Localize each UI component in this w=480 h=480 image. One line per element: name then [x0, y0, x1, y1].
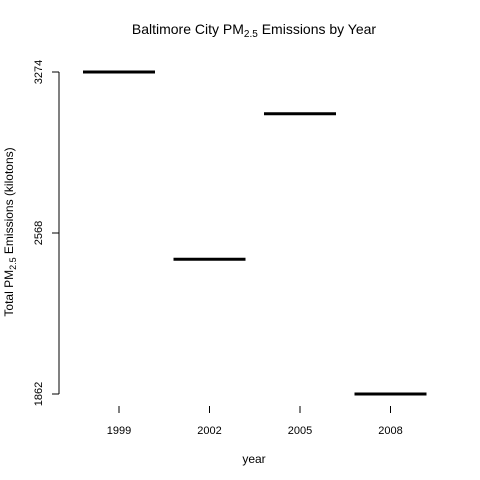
x-tick-label: 2008 [378, 425, 402, 437]
y-tick-label: 3274 [33, 60, 45, 84]
x-axis-label: year [242, 452, 265, 466]
chart-title: Baltimore City PM2.5 Emissions by Year [132, 21, 377, 40]
x-tick-label: 1999 [107, 425, 131, 437]
x-tick-label: 2002 [197, 425, 221, 437]
x-tick-label: 2005 [288, 425, 312, 437]
y-axis-label: Total PM2.5 Emissions (kilotons) [2, 147, 18, 316]
y-tick-label: 1862 [33, 382, 45, 406]
y-tick-label: 2568 [33, 221, 45, 245]
